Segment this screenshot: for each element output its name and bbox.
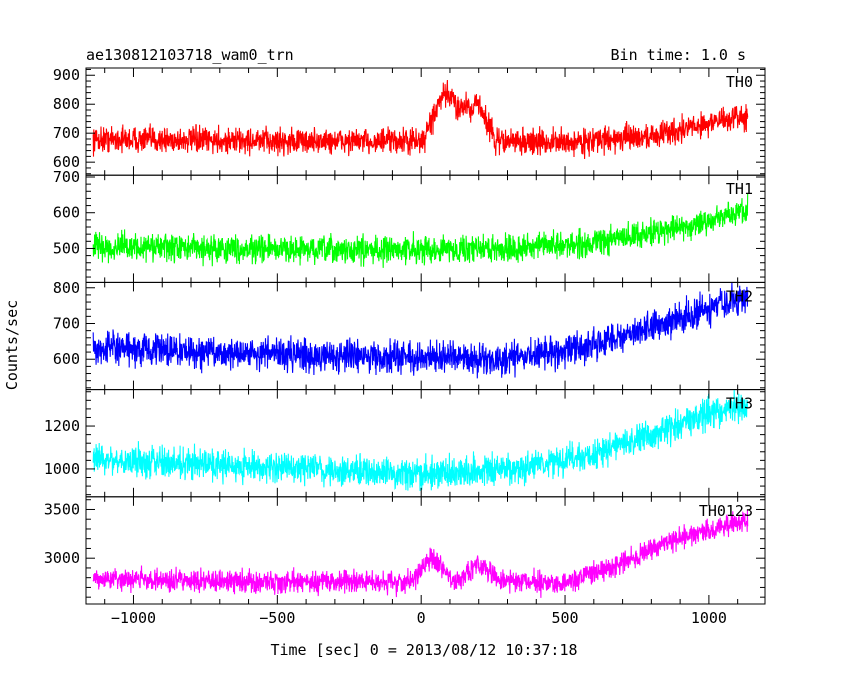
panel-frame <box>85 281 766 391</box>
y-tick-label: 3000 <box>44 549 80 567</box>
series-th0 <box>92 79 749 160</box>
y-tick-label: 900 <box>53 66 80 84</box>
x-tick-label: −1000 <box>111 609 156 627</box>
panel-label: TH1 <box>726 180 753 198</box>
panel-th0123: 3000 3500 TH0123 <box>44 496 766 605</box>
x-tick-label: 1000 <box>691 609 727 627</box>
series-th1 <box>92 193 749 268</box>
y-tick-label: 700 <box>53 124 80 142</box>
series-th3 <box>92 389 749 491</box>
series-th2 <box>92 282 749 379</box>
panel-label: TH3 <box>726 395 753 413</box>
y-tick-label: 700 <box>53 168 80 186</box>
chart-title: ae130812103718_wam0_trn <box>86 46 294 64</box>
y-tick-label: 800 <box>53 95 80 113</box>
y-tick-label: 800 <box>53 279 80 297</box>
y-axis-label: Counts/sec <box>3 300 21 390</box>
y-tick-label: 1000 <box>44 460 80 478</box>
series-th0123 <box>92 510 749 598</box>
y-tick-label: 1200 <box>44 417 80 435</box>
x-tick-label: 500 <box>551 609 578 627</box>
x-tick-label: −500 <box>259 609 295 627</box>
y-tick-label: 500 <box>53 239 80 257</box>
y-tick-label: 600 <box>53 350 80 368</box>
panel-th2: 600 700 800 TH2 <box>53 279 766 391</box>
panel-label: TH2 <box>726 287 753 305</box>
bin-time-label: Bin time: 1.0 s <box>611 46 746 64</box>
y-tick-label: 700 <box>53 314 80 332</box>
x-axis-label: Time [sec] 0 = 2013/08/12 10:37:18 <box>270 641 577 659</box>
panel-th3: 1000 1200 TH3 <box>44 389 766 498</box>
y-tick-label: 600 <box>53 204 80 222</box>
y-tick-label: 3500 <box>44 500 80 518</box>
panel-frame <box>85 496 766 605</box>
panel-label: TH0123 <box>699 502 753 520</box>
x-tick-label: 0 <box>417 609 426 627</box>
y-tick-label: 600 <box>53 153 80 171</box>
panel-label: TH0 <box>726 73 753 91</box>
panel-th0: 600 700 800 900 TH0 <box>53 66 766 176</box>
panel-th1: 500 600 700 TH1 <box>53 168 766 283</box>
